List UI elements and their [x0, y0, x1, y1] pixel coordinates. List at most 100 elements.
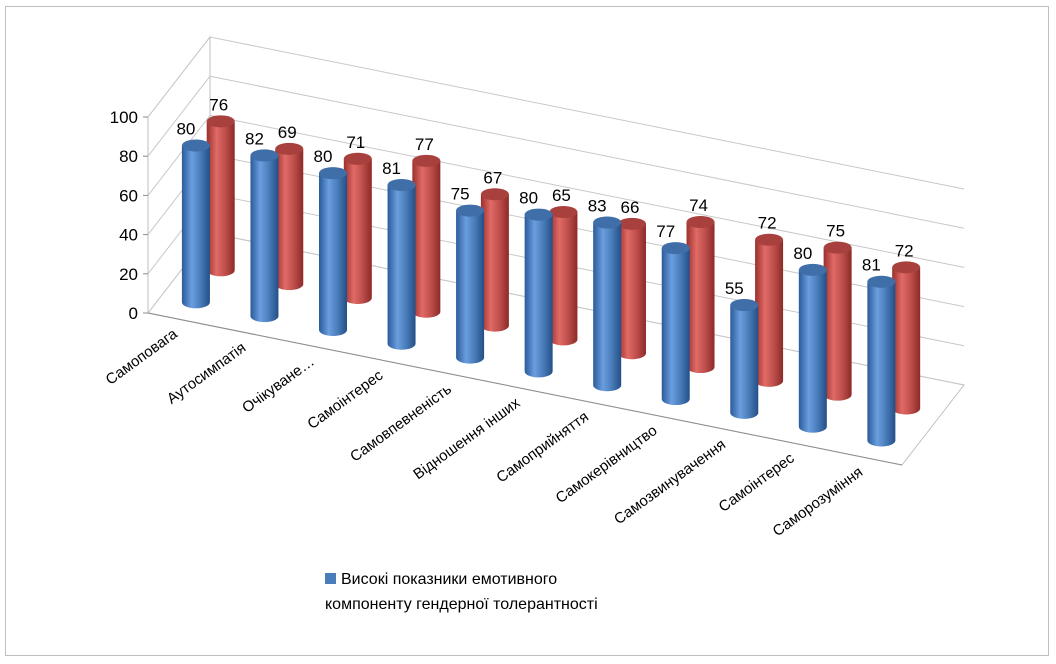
bar-blue-top: [181, 139, 210, 152]
category-label: Саморозуміння: [770, 464, 866, 541]
bar-red: [823, 241, 852, 401]
bar-blue: [593, 216, 622, 392]
bar-blue-body: [387, 185, 416, 350]
bar-red-body: [686, 221, 715, 374]
data-label: 77: [656, 222, 675, 241]
bar-blue-body: [730, 305, 759, 419]
data-label: 82: [245, 129, 264, 148]
bar-red: [275, 142, 304, 291]
bar-blue: [319, 167, 348, 336]
bar-red-body: [823, 247, 852, 401]
bar-blue-top: [661, 242, 690, 255]
y-tick-label: 20: [119, 265, 138, 284]
bar-red: [412, 154, 441, 318]
gridline: [147, 75, 965, 229]
y-axis-ticks: 0 20 40 60 80 100: [110, 108, 148, 323]
legend-label-high: Високі показники емотивного компоненту г…: [325, 571, 598, 613]
bar-red-body: [343, 158, 372, 304]
bar-red-body: [755, 239, 784, 387]
y-tick-label: 40: [119, 226, 138, 245]
y-tick-label: 80: [119, 147, 138, 166]
data-label: 81: [382, 159, 401, 178]
bar-blue: [661, 242, 690, 406]
bar-blue: [867, 275, 896, 447]
data-label: 80: [314, 147, 333, 166]
bar-blue-top: [730, 299, 759, 312]
bar-red-top: [755, 233, 784, 246]
bar-red: [686, 215, 715, 374]
bar-red-top: [480, 188, 509, 201]
bar-red: [755, 233, 784, 387]
bar-blue-body: [661, 248, 690, 406]
bar-red: [892, 261, 921, 415]
bar-red: [617, 217, 646, 360]
bar-blue-body: [798, 269, 827, 433]
bar-blue-body: [524, 214, 553, 378]
x-axis-line: [147, 312, 903, 466]
y-tick-label: 60: [119, 186, 138, 205]
bars: 76 69 71 77 67 65 66 74 72 75 72 80 82 80 81 75 80 83 77 55…: [176, 95, 921, 447]
bar-red: [206, 115, 235, 277]
data-label: 77: [415, 135, 434, 154]
data-label: 74: [689, 196, 708, 215]
bar-blue: [250, 149, 279, 323]
data-label: 80: [176, 120, 195, 139]
bar-red-body: [892, 267, 921, 415]
bar-red-top: [275, 142, 304, 155]
data-label: 69: [278, 123, 297, 142]
bar-red-top: [823, 241, 852, 254]
category-label: Очікуване…: [239, 353, 318, 417]
bar-blue-top: [250, 149, 279, 162]
gridline: [147, 36, 965, 190]
data-label: 65: [552, 186, 571, 205]
data-label: 76: [209, 95, 228, 114]
bar-red-top: [617, 217, 646, 230]
bar-blue-top: [798, 263, 827, 276]
bar-red-top: [343, 152, 372, 165]
data-label: 72: [895, 241, 914, 260]
data-label: 71: [346, 133, 365, 152]
category-label: Самоінтерес: [716, 449, 798, 515]
data-label: 75: [451, 185, 470, 204]
bar-blue-top: [524, 208, 553, 221]
data-label: 81: [862, 256, 881, 275]
y-tick-label: 0: [129, 304, 138, 323]
category-label: Самоповага: [103, 325, 182, 389]
bar-red-top: [549, 206, 578, 218]
bar-blue-top: [387, 179, 416, 192]
data-label: 80: [793, 244, 812, 263]
data-label: 80: [519, 189, 538, 208]
bar-blue-top: [867, 275, 896, 288]
data-label: 75: [826, 222, 845, 241]
category-label: Самоінтерес: [304, 367, 386, 433]
bar-blue-top: [593, 216, 622, 229]
bar-blue-body: [456, 210, 485, 364]
bar-blue-body: [867, 281, 896, 447]
bar-red-body: [549, 212, 578, 346]
bar-blue: [524, 208, 553, 378]
bar-red-body: [206, 121, 235, 277]
y-tick-label: 100: [110, 108, 138, 127]
bar-red: [480, 188, 509, 332]
bar-blue-top: [456, 204, 485, 217]
bar-blue: [387, 179, 416, 350]
data-label: 66: [621, 198, 640, 217]
bar-red-body: [480, 194, 509, 332]
bar-red-body: [275, 148, 304, 291]
bar-blue: [730, 299, 759, 419]
bar-red-top: [206, 115, 235, 128]
bar-red-top: [686, 215, 715, 228]
gridline: [147, 114, 965, 268]
bar-red-body: [412, 160, 441, 318]
bar-red-top: [412, 154, 441, 167]
bar-red-body: [617, 223, 646, 360]
data-label: 72: [758, 214, 777, 233]
bar-blue-body: [593, 222, 622, 392]
bar-red: [549, 206, 578, 346]
bar-blue-body: [319, 173, 348, 336]
bar-blue-body: [250, 155, 279, 323]
data-label: 83: [588, 197, 607, 216]
legend-swatch-blue: [325, 573, 336, 584]
data-label: 67: [483, 168, 502, 187]
